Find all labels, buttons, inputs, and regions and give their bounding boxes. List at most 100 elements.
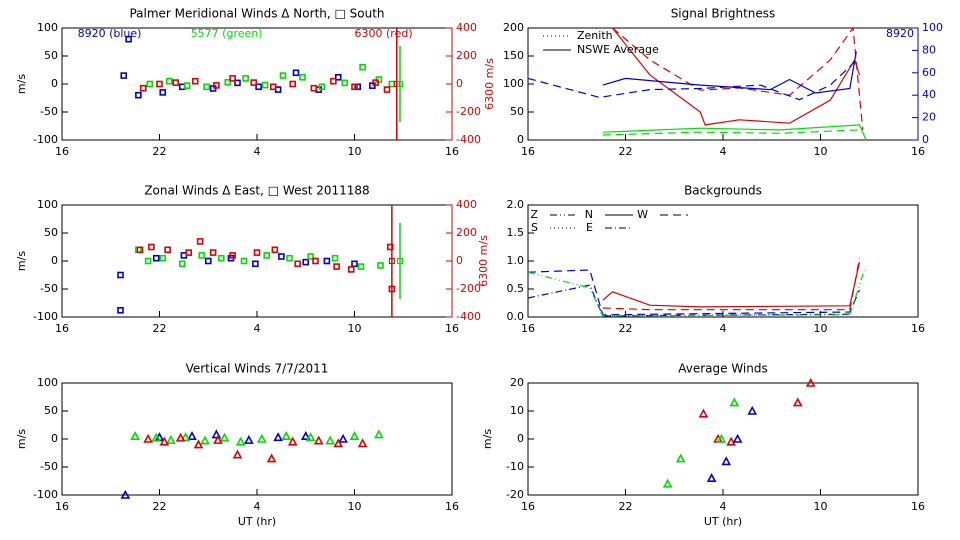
panel-title: Signal Brightness	[671, 7, 776, 21]
data-point	[662, 478, 673, 488]
y-tick-label: 100	[37, 21, 58, 34]
data-point	[377, 262, 384, 269]
data-line	[612, 26, 864, 130]
x-tick-label: 22	[153, 322, 167, 335]
data-point	[349, 431, 360, 441]
y2-tick-label: -200	[456, 105, 481, 118]
x-tick-label: 10	[348, 500, 362, 513]
data-point	[305, 432, 316, 442]
y2-tick-label: 400	[456, 198, 477, 211]
data-point	[164, 246, 171, 254]
data-point	[219, 432, 230, 442]
data-point	[281, 431, 292, 441]
x-tick-label: 16	[445, 322, 459, 335]
x-tick-label: 10	[348, 322, 362, 335]
data-point	[180, 432, 191, 442]
data-point	[266, 453, 277, 463]
data-point	[325, 435, 335, 445]
data-point	[294, 260, 301, 268]
legend-label: S	[531, 221, 538, 234]
y-tick-label: 100	[503, 77, 524, 90]
data-point	[292, 69, 300, 77]
data-point	[187, 431, 197, 441]
data-point	[310, 84, 318, 92]
data-point	[232, 449, 243, 459]
data-point	[117, 271, 124, 279]
data-point	[359, 63, 366, 71]
data-point	[330, 77, 337, 85]
y-tick-label: 10	[510, 404, 524, 417]
y-tick-label: 0.5	[507, 282, 525, 295]
data-point	[165, 77, 173, 85]
x-tick-label: 22	[153, 500, 167, 513]
data-line	[602, 261, 861, 308]
y-tick-label: 150	[503, 49, 524, 62]
data-point	[323, 257, 331, 265]
data-point	[229, 75, 236, 82]
y2-axis-label: 6300 m/s	[483, 58, 496, 110]
panel-title: Palmer Meridional Winds Δ North, □ South	[129, 7, 384, 21]
x-tick-label: 16	[521, 322, 535, 335]
data-point	[333, 438, 344, 448]
data-point	[125, 35, 132, 43]
data-point	[175, 432, 186, 442]
data-point	[351, 260, 358, 268]
data-point	[299, 73, 306, 81]
x-tick-label: 16	[55, 322, 69, 335]
x-tick-label: 16	[445, 500, 459, 513]
data-line	[527, 269, 861, 316]
data-point	[726, 436, 736, 446]
data-point	[732, 433, 743, 443]
y-tick-label: -100	[33, 488, 58, 501]
data-line	[612, 27, 861, 126]
x-tick-label: 4	[254, 145, 261, 158]
data-point	[209, 249, 217, 256]
data-point	[185, 249, 193, 256]
y-tick-label: -50	[40, 282, 58, 295]
x-tick-label: 16	[55, 145, 69, 158]
y-tick-label: -20	[506, 488, 524, 501]
y2-tick-label: 40	[922, 88, 936, 101]
data-point	[341, 79, 349, 87]
data-point	[191, 77, 199, 85]
data-point	[278, 253, 285, 260]
x-tick-label: 16	[911, 500, 925, 513]
y-tick-label: 50	[510, 105, 524, 118]
panel-title: Backgrounds	[684, 184, 762, 198]
data-point	[721, 456, 732, 466]
data-point	[300, 431, 311, 441]
legend-label: Z	[530, 208, 538, 221]
error-center	[388, 258, 395, 264]
data-point	[204, 257, 212, 265]
y-tick-label: 2.0	[507, 198, 525, 211]
y2-tick-label: 80	[922, 43, 936, 56]
y-tick-label: 0	[51, 77, 58, 90]
data-point	[148, 243, 155, 251]
y2-tick-label: 100	[922, 21, 943, 34]
data-point	[229, 252, 236, 259]
data-point	[196, 238, 204, 245]
data-point	[383, 86, 391, 93]
data-point	[338, 433, 348, 443]
data-point	[130, 431, 140, 441]
data-point	[152, 254, 160, 262]
y-tick-label: -50	[40, 105, 58, 118]
data-point	[198, 252, 206, 259]
x-tick-label: 16	[521, 145, 535, 158]
x-tick-label: 16	[911, 322, 925, 335]
legend-label: NSWE Average	[577, 43, 659, 56]
x-tick-label: 4	[720, 500, 727, 513]
y-tick-label: 100	[37, 198, 58, 211]
data-point	[234, 79, 241, 87]
y-tick-label: 0	[517, 432, 524, 445]
data-point	[792, 397, 803, 407]
data-point	[159, 254, 167, 262]
x-tick-label: 22	[619, 322, 633, 335]
data-point	[143, 433, 153, 443]
data-point	[706, 473, 717, 483]
data-point	[139, 84, 147, 92]
y2-tick-label: 0	[922, 133, 929, 146]
data-line	[602, 129, 860, 136]
data-point	[244, 434, 254, 444]
y2-tick-label: 60	[922, 66, 936, 79]
